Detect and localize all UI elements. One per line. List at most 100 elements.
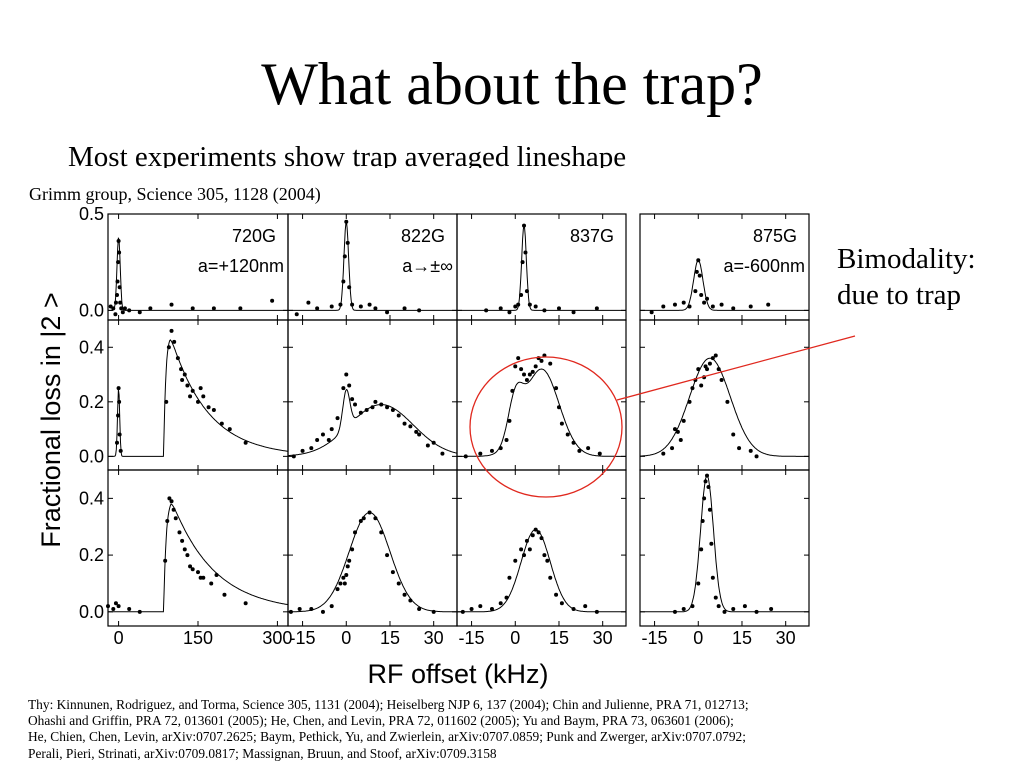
- data-point: [716, 367, 721, 372]
- data-point: [320, 432, 325, 437]
- slide-subtitle: Most experiments show trap averaged line…: [68, 141, 627, 168]
- data-point: [707, 507, 712, 512]
- data-point: [402, 421, 407, 426]
- data-point: [116, 413, 121, 418]
- data-point: [373, 306, 378, 311]
- panel-frame: [456, 469, 627, 627]
- y-tick-label: 0.0: [79, 300, 104, 320]
- data-point: [524, 538, 529, 543]
- data-point: [211, 408, 216, 412]
- data-point: [350, 302, 355, 307]
- x-tick-label: -15: [459, 628, 485, 648]
- data-point: [522, 372, 527, 377]
- data-point: [169, 499, 174, 504]
- data-point: [586, 446, 591, 451]
- fit-curve: [288, 512, 457, 613]
- data-point: [117, 250, 122, 255]
- data-point: [706, 485, 711, 490]
- data-point: [754, 454, 759, 459]
- data-point: [335, 416, 340, 421]
- annotation-line-2: due to trap: [837, 279, 962, 311]
- data-point: [460, 609, 465, 614]
- data-point: [115, 279, 120, 284]
- data-point: [702, 496, 707, 501]
- data-point: [507, 418, 512, 423]
- data-point: [431, 609, 436, 614]
- data-point: [335, 587, 340, 592]
- data-point: [672, 302, 677, 307]
- data-point: [243, 440, 248, 445]
- data-point: [373, 399, 378, 404]
- x-tick-label: 15: [380, 628, 400, 648]
- data-point: [367, 302, 372, 307]
- data-point: [507, 310, 512, 315]
- panel-frame: [639, 469, 810, 627]
- data-point: [358, 519, 363, 524]
- field-label: 720G: [232, 226, 276, 246]
- data-point: [731, 432, 736, 437]
- x-tick-label: 15: [732, 628, 752, 648]
- data-point: [209, 581, 214, 586]
- fit-curve: [108, 237, 288, 311]
- data-point: [182, 547, 187, 552]
- field-label: 875G: [753, 226, 797, 246]
- fit-curve: [640, 259, 809, 311]
- data-point: [364, 408, 369, 412]
- data-point: [710, 356, 715, 361]
- data-point: [190, 567, 195, 572]
- data-point: [175, 356, 180, 361]
- data-point: [179, 367, 184, 372]
- data-point: [489, 448, 494, 453]
- data-point: [478, 604, 483, 609]
- data-point: [516, 302, 521, 307]
- data-point: [367, 510, 372, 515]
- data-point: [597, 451, 602, 456]
- slide-title: What about the trap?: [261, 51, 763, 117]
- data-point: [116, 386, 121, 391]
- x-axis-title: RF offset (kHz): [367, 659, 548, 689]
- fit-curve: [457, 529, 626, 613]
- data-point: [196, 399, 200, 404]
- data-point: [533, 304, 538, 309]
- data-point: [498, 446, 503, 451]
- reference-line: Perali, Pieri, Strinati, arXiv:0709.0817…: [28, 745, 497, 761]
- data-point: [672, 427, 677, 432]
- fit-curve: [108, 339, 289, 457]
- data-point: [117, 432, 122, 437]
- data-point: [681, 606, 686, 611]
- data-point: [116, 604, 121, 609]
- data-point: [696, 581, 701, 586]
- data-point: [309, 446, 314, 451]
- data-point: [536, 530, 541, 535]
- data-point: [297, 606, 302, 611]
- data-point: [649, 310, 654, 315]
- data-point: [347, 558, 352, 563]
- data-point: [554, 592, 559, 597]
- data-point: [344, 219, 349, 224]
- references: Thy: Kinnunen, Rodriguez, and Torma, Sci…: [28, 697, 1008, 762]
- data-point: [167, 496, 172, 501]
- data-point: [716, 604, 721, 609]
- data-point: [341, 279, 346, 284]
- data-point: [713, 353, 718, 358]
- data-point: [527, 302, 532, 307]
- data-point: [504, 595, 509, 600]
- bimodality-highlight-circle: [469, 356, 623, 498]
- data-point: [417, 308, 422, 313]
- fit-curve: [108, 503, 289, 613]
- data-point: [520, 260, 525, 265]
- data-point: [507, 575, 512, 580]
- data-point: [342, 581, 347, 586]
- annotation-line-1: Bimodality:: [837, 243, 976, 275]
- data-point: [137, 609, 142, 614]
- data-point: [699, 383, 704, 388]
- data-point: [709, 541, 714, 546]
- data-point: [206, 405, 211, 410]
- data-point: [163, 558, 168, 563]
- data-point: [361, 516, 366, 521]
- data-point: [696, 367, 701, 372]
- y-tick-label: 0.0: [79, 602, 104, 622]
- data-point: [320, 609, 325, 614]
- data-point: [737, 446, 742, 451]
- fit-curve: [457, 368, 626, 457]
